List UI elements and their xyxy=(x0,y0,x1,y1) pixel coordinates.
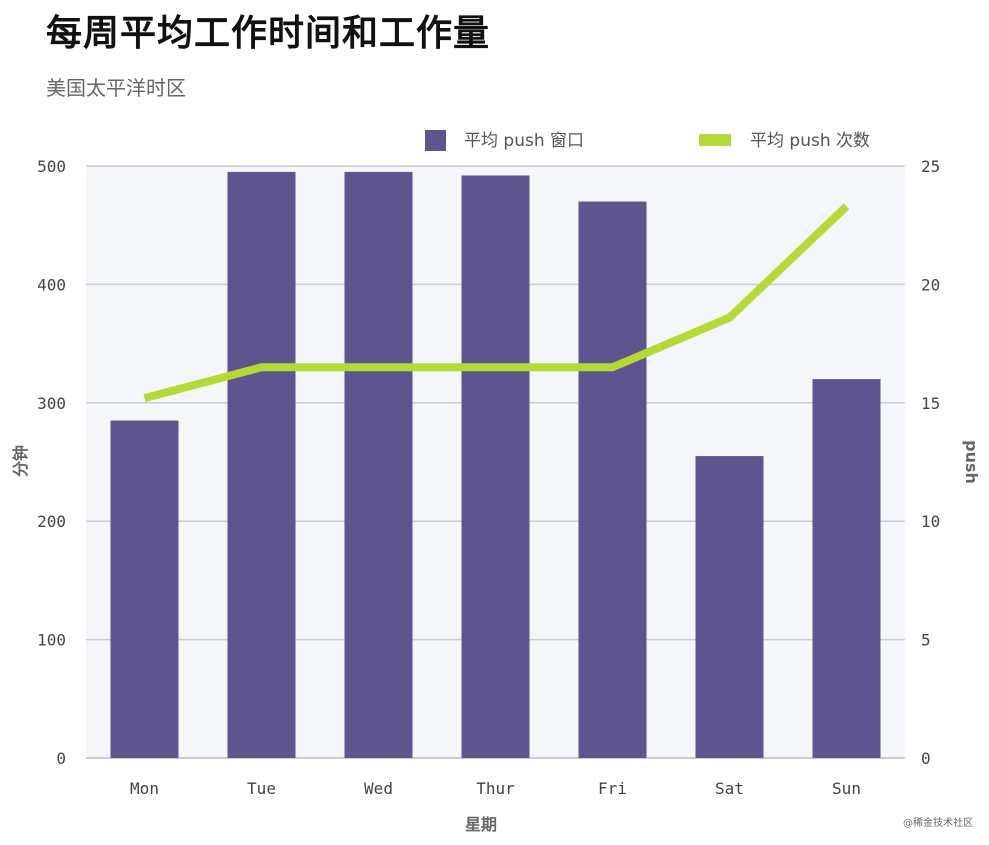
x-tick-label: Tue xyxy=(247,779,276,798)
y2-tick-label: 0 xyxy=(921,749,931,768)
y-tick-label: 200 xyxy=(37,512,66,531)
line-series xyxy=(143,203,850,402)
bar xyxy=(812,379,881,758)
y2-tick-label: 5 xyxy=(921,631,931,650)
legend: 平均 push 窗口 平均 push 次数 xyxy=(425,130,870,151)
line-path xyxy=(143,203,850,402)
chart-subtitle: 美国太平洋时区 xyxy=(46,76,186,100)
bar xyxy=(695,456,764,758)
y2-axis-title: push xyxy=(962,440,981,484)
chart-title: 每周平均工作时间和工作量 xyxy=(46,13,491,54)
y-tick-label: 400 xyxy=(37,275,66,294)
y2-tick-label: 10 xyxy=(921,512,940,531)
y2-tick-label: 20 xyxy=(921,275,940,294)
legend-swatch-bar xyxy=(425,130,446,151)
bar xyxy=(227,171,296,759)
y-tick-label: 100 xyxy=(37,631,66,650)
y2-tick-label: 15 xyxy=(921,394,940,413)
bar xyxy=(344,171,413,759)
bar-series xyxy=(110,171,881,759)
x-tick-label: Mon xyxy=(130,779,159,798)
bar xyxy=(461,175,530,759)
y2-tick-label: 25 xyxy=(921,157,940,176)
bar xyxy=(578,201,647,758)
legend-label-bar: 平均 push 窗口 xyxy=(464,131,584,151)
watermark: @稀金技术社区 xyxy=(903,818,973,829)
y-tick-label: 0 xyxy=(56,749,66,768)
x-axis: Mon Tue Wed Thur Fri Sat Sun xyxy=(130,779,861,798)
legend-swatch-line xyxy=(699,134,731,146)
x-axis-title: 星期 xyxy=(465,815,497,834)
y-axis-right: 0 5 10 15 20 25 xyxy=(921,157,940,768)
y-axis-left: 0 100 200 300 400 500 xyxy=(37,157,66,768)
x-tick-label: Wed xyxy=(364,779,393,798)
bar xyxy=(110,420,179,758)
y-axis-title: 分钟 xyxy=(11,445,30,477)
legend-label-line: 平均 push 次数 xyxy=(750,131,870,151)
x-tick-label: Thur xyxy=(476,779,515,798)
x-tick-label: Fri xyxy=(598,779,627,798)
y-tick-label: 300 xyxy=(37,394,66,413)
x-tick-label: Sun xyxy=(832,779,861,798)
y-tick-label: 500 xyxy=(37,157,66,176)
x-tick-label: Sat xyxy=(715,779,744,798)
